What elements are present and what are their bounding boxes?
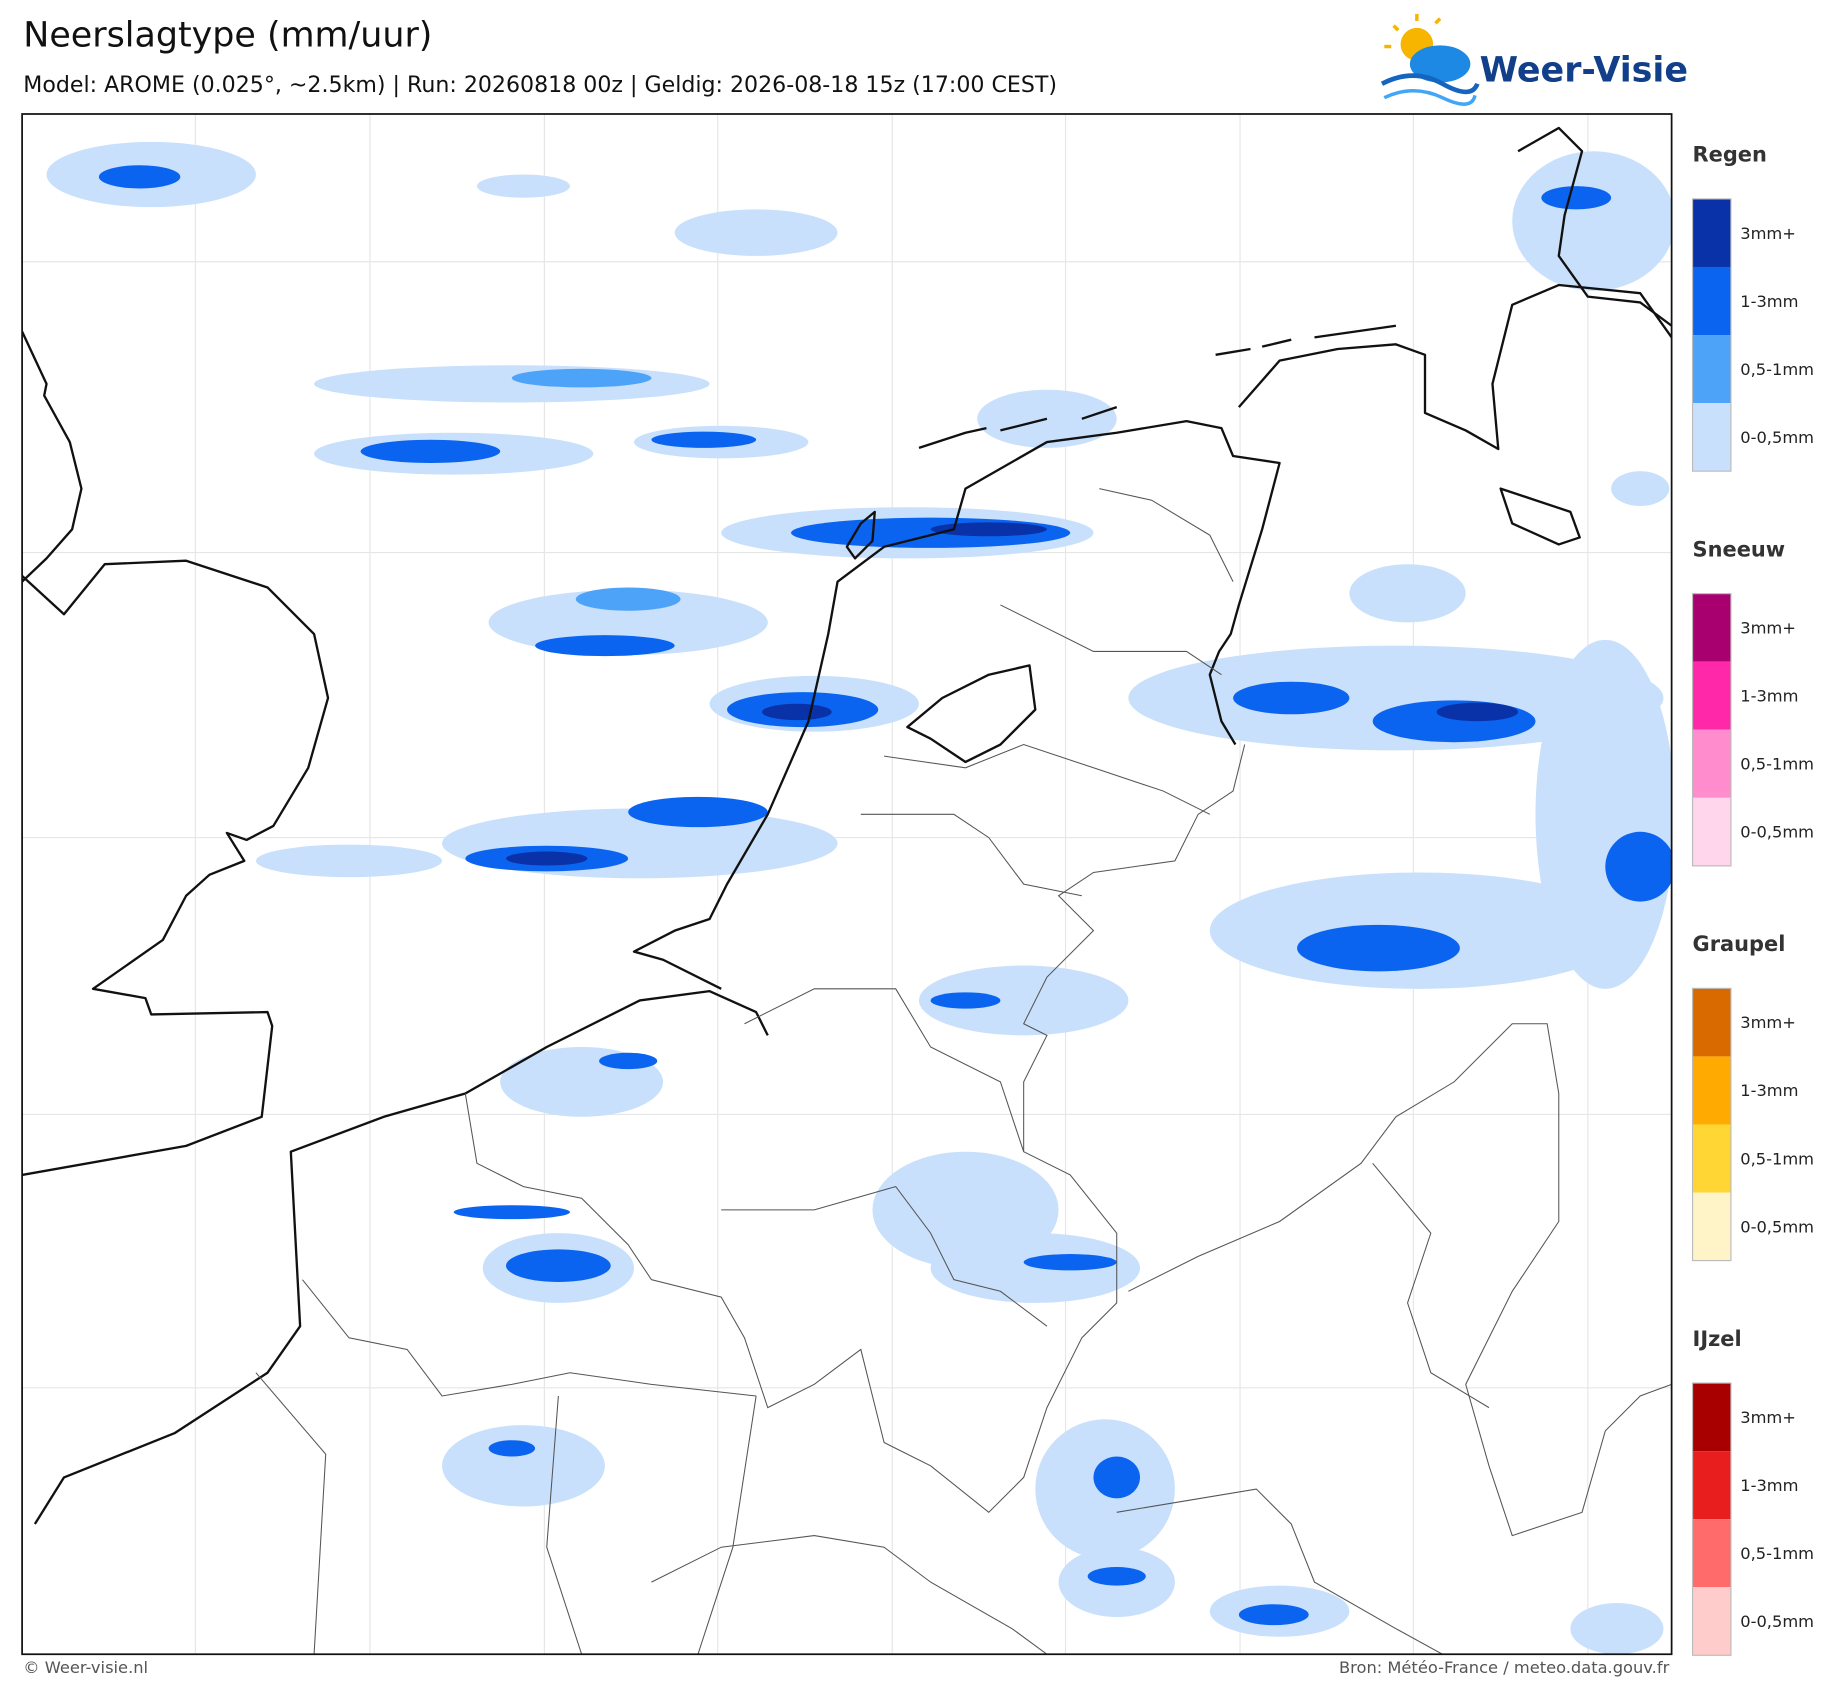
legend-label: 3mm+: [1740, 618, 1796, 637]
legend-label: 0-0,5mm: [1740, 1217, 1814, 1236]
legend-bar-frame: [1691, 1382, 1732, 1656]
legend-swatch: [1692, 1124, 1731, 1193]
borders: [255, 488, 1672, 1655]
legend-label: 0-0,5mm: [1740, 1612, 1814, 1631]
legend-swatch: [1692, 1383, 1731, 1452]
map: [22, 114, 1672, 1655]
legend-bar-frame: [1691, 198, 1732, 472]
legend-bar-frame: [1691, 593, 1732, 867]
legend-swatch: [1692, 335, 1731, 404]
footer-left: © Weer-visie.nl: [23, 1658, 148, 1677]
legend-swatch: [1692, 661, 1731, 730]
legend-label: 0,5-1mm: [1740, 755, 1814, 774]
legend-label: 3mm+: [1740, 1408, 1796, 1427]
legend-swatch: [1692, 403, 1731, 472]
legend-title: Regen: [1693, 143, 1767, 167]
legend-swatch: [1692, 593, 1731, 662]
logo-text: Weer-Visie: [1480, 50, 1688, 90]
legend-label: 1-3mm: [1740, 1476, 1798, 1495]
legend-swatch: [1692, 1056, 1731, 1125]
legend-label: 0,5-1mm: [1740, 360, 1814, 379]
legend-label: 0-0,5mm: [1740, 823, 1814, 842]
footer-right: Bron: Météo-France / meteo.data.gouv.fr: [1339, 1658, 1670, 1677]
legend-label: 3mm+: [1740, 224, 1796, 243]
legend-swatch: [1692, 266, 1731, 336]
legend-label: 0,5-1mm: [1740, 1544, 1814, 1563]
legend-swatch: [1692, 729, 1731, 798]
legend: Regen 3mm+ 1-3mm 0,5-1mm 0-0,5mm Sneeuw 3mm+ 1-…: [1691, 143, 1814, 1656]
legend-swatch: [1692, 1587, 1731, 1656]
legend-bar-frame: [1691, 987, 1732, 1262]
legend-swatch: [1692, 988, 1731, 1057]
legend-label: 0-0,5mm: [1740, 428, 1814, 447]
coastlines: [22, 126, 1672, 1525]
legend-label: 1-3mm: [1740, 1081, 1798, 1100]
subtitle: Model: AROME (0.025°, ~2.5km) | Run: 202…: [23, 72, 1057, 98]
legend-title: Sneeuw: [1693, 537, 1786, 561]
legend-title: Graupel: [1693, 932, 1786, 956]
title: Neerslagtype (mm/uur): [23, 16, 432, 56]
legend-swatch: [1692, 1451, 1731, 1520]
legend-label: 0,5-1mm: [1740, 1149, 1814, 1168]
legend-swatch: [1692, 198, 1731, 267]
legend-swatch: [1692, 797, 1731, 866]
map-frame: [21, 113, 1673, 1656]
legend-label: 3mm+: [1740, 1013, 1796, 1032]
logo: Weer-Visie: [1380, 13, 1688, 106]
legend-title: IJzel: [1693, 1327, 1742, 1351]
precipitation: [46, 141, 1672, 1655]
legend-swatch: [1692, 1519, 1731, 1588]
legend-label: 1-3mm: [1740, 292, 1798, 311]
legend-label: 1-3mm: [1740, 687, 1798, 706]
legend-swatch: [1692, 1192, 1731, 1261]
